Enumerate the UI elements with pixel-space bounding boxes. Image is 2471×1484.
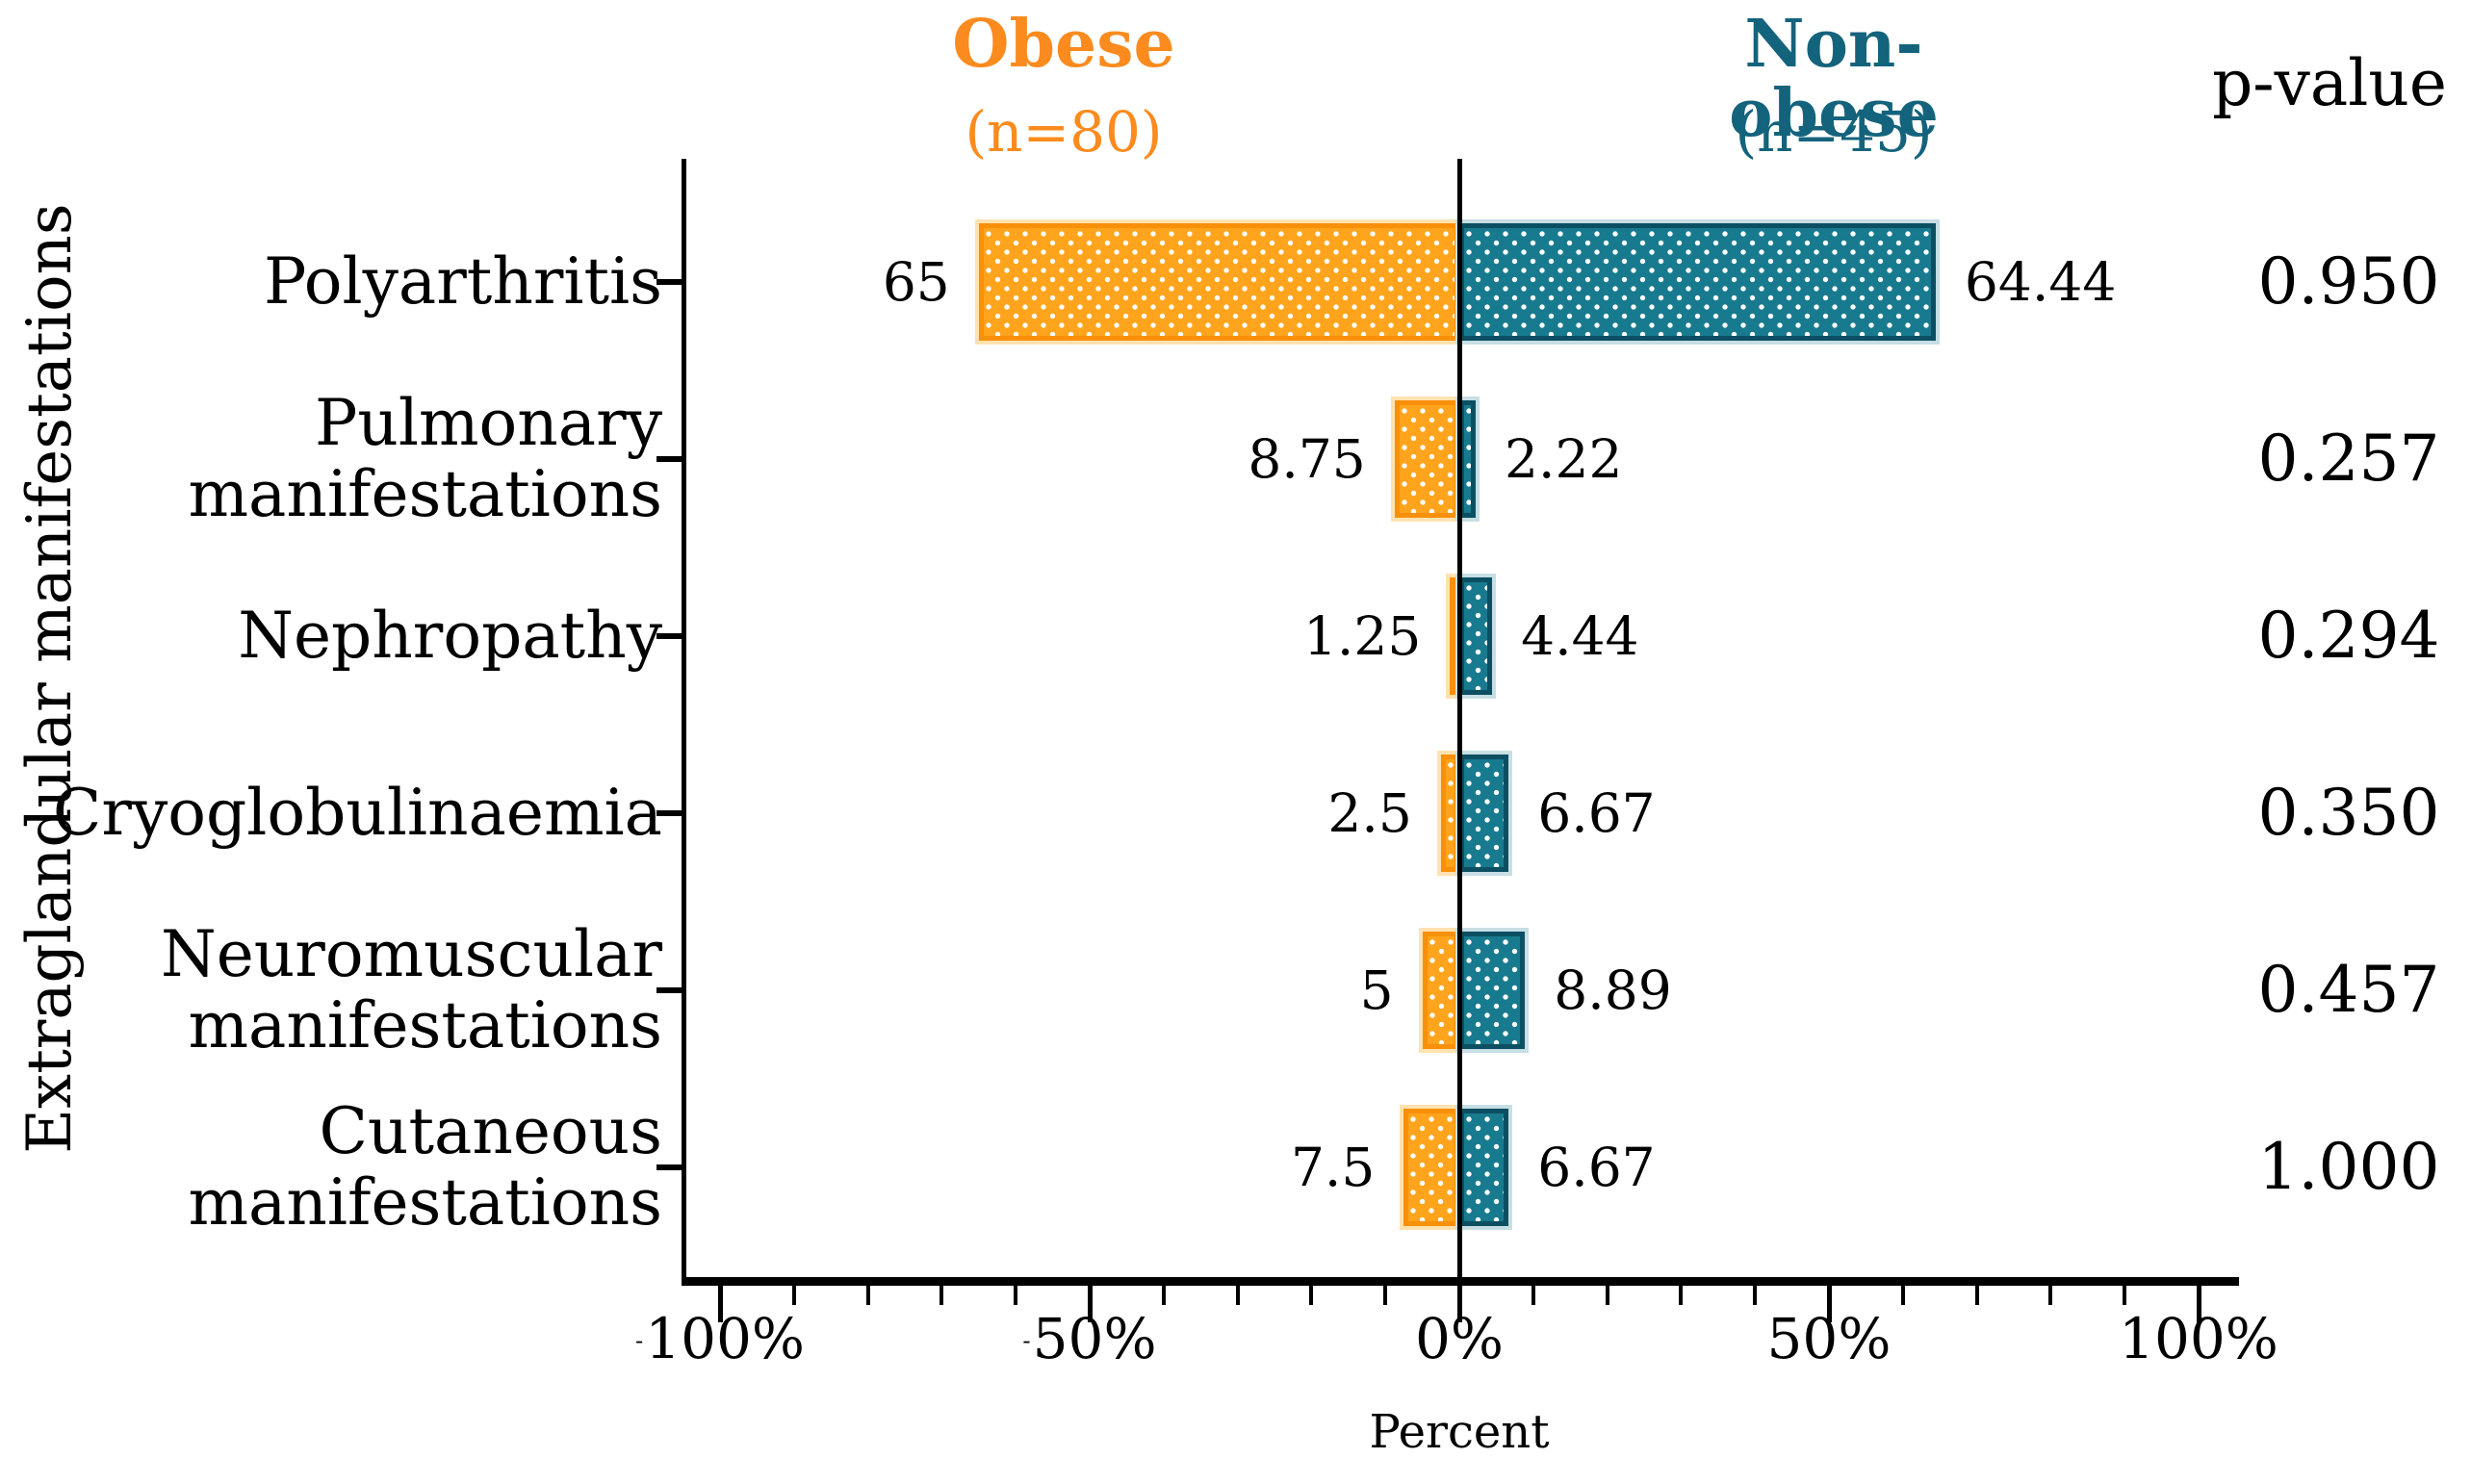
x-tick-label: 100% [2119,1306,2278,1371]
value-label-nonobese: 8.89 [1554,959,1672,1021]
x-tick-label: 50% [1766,1306,1892,1371]
x-minor-tick [1161,1286,1166,1305]
minus-sign: - [634,1325,644,1354]
nonobese-n-label: (n=45) [1735,99,1933,165]
value-label-obese: 8.75 [1248,428,1366,490]
y-tick [656,633,682,639]
bar-obese [978,223,1459,341]
p-value: 0.950 [2257,244,2440,319]
bar-nonobese [1459,755,1509,872]
value-label-obese: 65 [882,251,950,313]
x-axis-spine [682,1277,2239,1286]
category-label: Nephropathy [238,599,662,673]
x-minor-tick [1679,1286,1684,1305]
x-minor-tick [939,1286,944,1305]
p-value: 0.294 [2257,599,2440,673]
bar-obese [1440,755,1459,872]
y-tick [656,456,682,462]
bar-obese [1394,400,1459,518]
x-major-tick [1456,1286,1462,1322]
x-minor-tick [1531,1286,1535,1305]
x-minor-tick [1753,1286,1758,1305]
y-tick [656,810,682,816]
value-label-nonobese: 6.67 [1537,1137,1656,1198]
value-label-obese: 5 [1359,959,1394,1021]
x-minor-tick [865,1286,870,1305]
category-label: Cryoglobulinaemia [52,776,662,850]
value-label-nonobese: 64.44 [1964,251,2117,313]
p-value: 0.350 [2257,776,2440,850]
x-minor-tick [1974,1286,1979,1305]
pvalue-header: p-value [2212,46,2447,120]
category-label: Neuromuscular manifestations [160,917,662,1062]
bar-nonobese [1459,1109,1509,1226]
x-minor-tick [1605,1286,1609,1305]
category-label: Cutaneous manifestations [188,1094,662,1240]
x-major-tick [1087,1286,1093,1322]
value-label-obese: 1.25 [1302,605,1422,667]
x-major-tick [1826,1286,1832,1322]
p-value: 0.457 [2257,953,2440,1027]
x-minor-tick [2048,1286,2053,1305]
value-label-nonobese: 6.67 [1537,782,1656,844]
x-axis-label: Percent [1369,1405,1550,1459]
bar-nonobese [1459,932,1526,1049]
category-label: Polyarthritis [264,244,662,319]
p-value: 0.257 [2257,422,2440,496]
value-label-nonobese: 4.44 [1521,605,1639,667]
value-label-obese: 7.5 [1290,1137,1376,1198]
obese-header: Obese [952,6,1175,83]
x-major-tick [2196,1286,2201,1322]
bar-obese [1403,1109,1459,1226]
x-minor-tick [1383,1286,1388,1305]
bar-nonobese [1459,577,1493,695]
minus-sign: - [1022,1325,1031,1354]
bar-obese [1422,932,1459,1049]
x-minor-tick [1235,1286,1240,1305]
category-label: Pulmonary manifestations [188,386,662,531]
bar-nonobese [1459,223,1936,341]
x-tick-label: -50% [1022,1306,1157,1371]
x-minor-tick [1014,1286,1018,1305]
bar-obese [1450,577,1460,695]
x-minor-tick [2123,1286,2127,1305]
obese-n-label: (n=80) [965,99,1163,165]
y-tick [656,987,682,993]
zero-line [1457,159,1462,1277]
y-axis-spine [682,159,686,1286]
x-tick-label: 0% [1414,1306,1504,1371]
value-label-obese: 2.5 [1327,782,1412,844]
p-value: 1.000 [2257,1130,2440,1204]
x-major-tick [717,1286,723,1322]
y-tick [656,279,682,285]
nonobese-header: Non-obese [1729,6,1939,152]
x-minor-tick [791,1286,796,1305]
x-tick-label: -100% [634,1306,806,1371]
y-tick [656,1164,682,1170]
x-minor-tick [1309,1286,1314,1305]
x-minor-tick [1900,1286,1905,1305]
value-label-nonobese: 2.22 [1505,428,1623,490]
